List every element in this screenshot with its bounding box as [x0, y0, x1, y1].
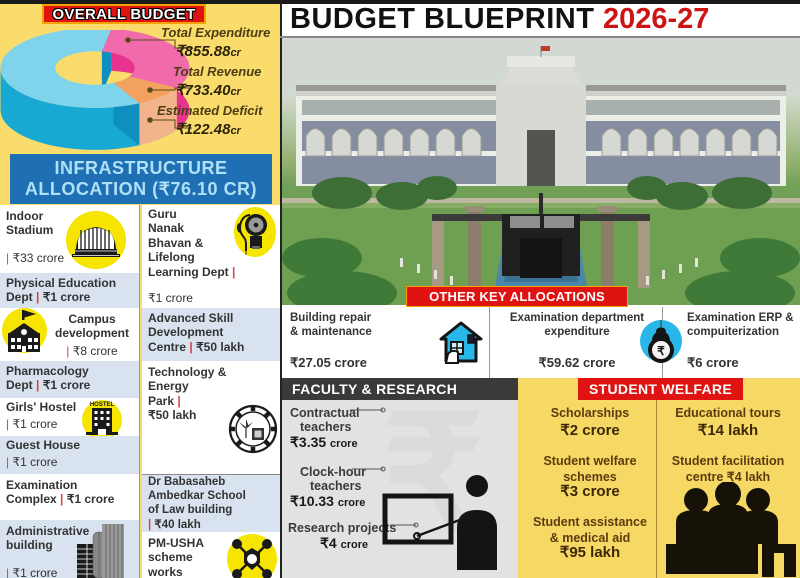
- svg-text:HOSTEL: HOSTEL: [90, 402, 115, 408]
- svg-text:₹: ₹: [657, 344, 665, 358]
